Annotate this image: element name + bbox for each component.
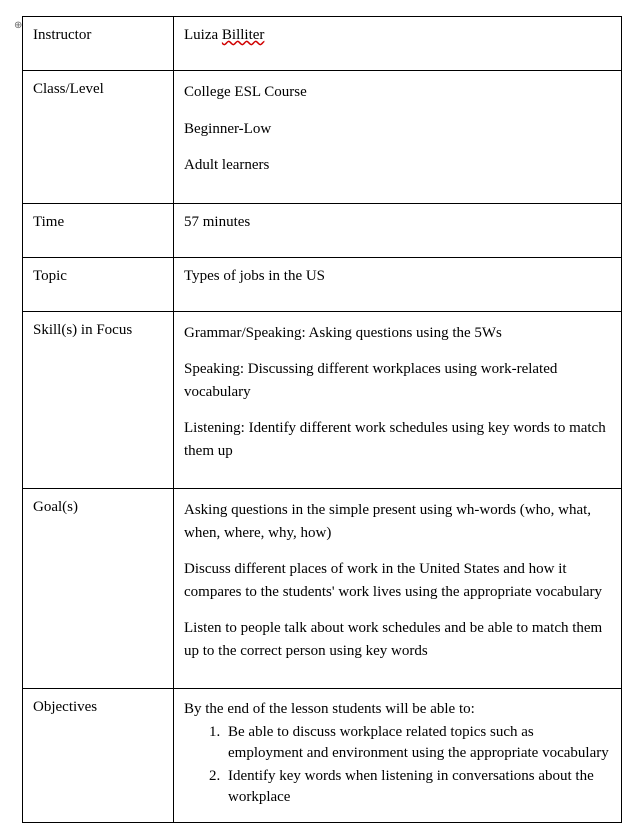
row-value-time: 57 minutes — [174, 203, 622, 257]
row-value-skills: Grammar/Speaking: Asking questions using… — [174, 311, 622, 489]
row-value-classlevel: College ESL Course Beginner-Low Adult le… — [174, 71, 622, 204]
row-label-instructor: Instructor — [23, 17, 174, 71]
instructor-last: Billiter — [222, 27, 265, 43]
table-anchor-icon: ⊕ — [14, 20, 22, 31]
class-line: Adult learners — [184, 154, 611, 177]
lesson-plan-table: Instructor Luiza Billiter Class/Level Co… — [22, 16, 622, 823]
objectives-intro: By the end of the lesson students will b… — [184, 699, 611, 720]
goal-line: Listen to people talk about work schedul… — [184, 617, 611, 662]
topic-value: Types of jobs in the US — [184, 268, 325, 284]
row-label-classlevel: Class/Level — [23, 71, 174, 204]
table-row: Topic Types of jobs in the US — [23, 257, 622, 311]
row-value-objectives: By the end of the lesson students will b… — [174, 689, 622, 823]
label-text: Objectives — [33, 699, 97, 715]
label-text: Goal(s) — [33, 499, 78, 515]
row-label-topic: Topic — [23, 257, 174, 311]
table-row: Goal(s) Asking questions in the simple p… — [23, 489, 622, 689]
list-item: Be able to discuss workplace related top… — [224, 722, 611, 764]
time-value: 57 minutes — [184, 214, 250, 230]
table-row: Objectives By the end of the lesson stud… — [23, 689, 622, 823]
row-label-skills: Skill(s) in Focus — [23, 311, 174, 489]
objectives-list: Be able to discuss workplace related top… — [184, 722, 611, 808]
class-line: Beginner-Low — [184, 118, 611, 141]
row-label-objectives: Objectives — [23, 689, 174, 823]
skill-line: Speaking: Discussing different workplace… — [184, 358, 611, 403]
row-value-instructor: Luiza Billiter — [174, 17, 622, 71]
row-label-goals: Goal(s) — [23, 489, 174, 689]
table-row: Class/Level College ESL Course Beginner-… — [23, 71, 622, 204]
goal-line: Asking questions in the simple present u… — [184, 499, 611, 544]
row-label-time: Time — [23, 203, 174, 257]
instructor-first: Luiza — [184, 27, 218, 43]
label-text: Topic — [33, 268, 67, 284]
table-row: Instructor Luiza Billiter — [23, 17, 622, 71]
row-value-topic: Types of jobs in the US — [174, 257, 622, 311]
label-text: Class/Level — [33, 81, 104, 97]
table-row: Time 57 minutes — [23, 203, 622, 257]
row-value-goals: Asking questions in the simple present u… — [174, 489, 622, 689]
label-text: Time — [33, 214, 64, 230]
table-row: Skill(s) in Focus Grammar/Speaking: Aski… — [23, 311, 622, 489]
list-item: Identify key words when listening in con… — [224, 766, 611, 808]
skill-line: Listening: Identify different work sched… — [184, 417, 611, 462]
class-line: College ESL Course — [184, 81, 611, 104]
label-text: Skill(s) in Focus — [33, 322, 132, 338]
goal-line: Discuss different places of work in the … — [184, 558, 611, 603]
label-text: Instructor — [33, 27, 91, 43]
skill-line: Grammar/Speaking: Asking questions using… — [184, 322, 611, 345]
